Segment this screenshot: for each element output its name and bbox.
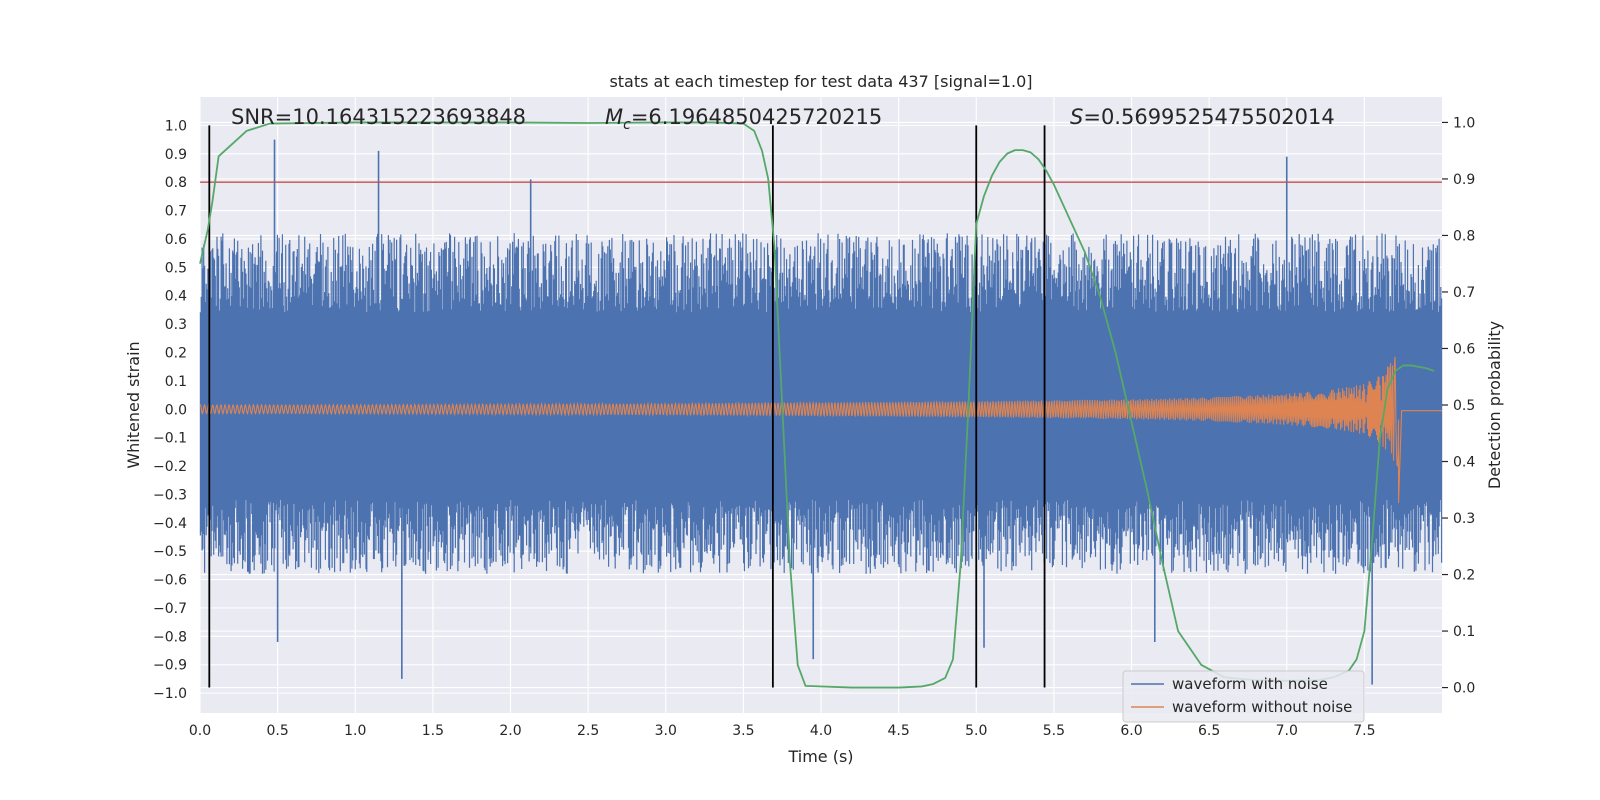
s-statistic-symbol: S [1070, 105, 1083, 129]
x-axis-ticks: 0.0 0.5 1.0 1.5 2.0 2.5 3.0 3.5 4.0 4.5 5.0 5.5 6.0 6… [189, 723, 1376, 739]
x-tick-label: 7.5 [1353, 723, 1375, 739]
right-y-tick-label: 0.6 [1453, 341, 1475, 357]
x-tick-label: 1.5 [422, 723, 444, 739]
right-y-axis-label: Detection probability [1485, 321, 1504, 489]
right-y-tick-label: 0.5 [1453, 398, 1475, 414]
right-y-tick-label: 0.9 [1453, 172, 1475, 188]
x-tick-label: 3.5 [732, 723, 754, 739]
left-y-tick-label: −0.3 [153, 487, 187, 503]
s-statistic-value: =0.5699525475502014 [1083, 105, 1334, 129]
right-y-tick-label: 0.2 [1453, 568, 1475, 584]
left-y-tick-label: 0.0 [165, 402, 187, 418]
left-y-tick-label: −0.8 [153, 629, 187, 645]
right-y-tick-label: 0.3 [1453, 511, 1475, 527]
chart-title: stats at each timestep for test data 437… [609, 72, 1032, 91]
x-tick-label: 4.5 [887, 723, 909, 739]
left-y-tick-label: 0.6 [165, 232, 187, 248]
left-y-tick-label: −0.4 [153, 516, 187, 532]
left-y-tick-label: −0.1 [153, 431, 187, 447]
x-tick-label: 7.0 [1276, 723, 1298, 739]
x-tick-label: 2.0 [499, 723, 521, 739]
s-statistic-annotation: S=0.5699525475502014 [1070, 105, 1335, 129]
legend-label-clean: waveform without noise [1172, 698, 1352, 716]
legend-box [1122, 670, 1365, 723]
right-y-tick-label: 0.1 [1453, 624, 1475, 640]
clean-waveform-series [199, 356, 1442, 503]
left-y-tick-label: −1.0 [153, 686, 187, 702]
left-y-tick-label: −0.6 [153, 573, 187, 589]
legend: waveform with noise waveform without noi… [1122, 670, 1365, 723]
right-y-tick-label: 0.4 [1453, 455, 1475, 471]
left-y-tick-label: 0.5 [165, 260, 187, 276]
chirp-mass-value: =6.1964850425720215 [631, 105, 882, 129]
left-y-tick-label: 0.8 [165, 175, 187, 191]
left-y-tick-label: 0.3 [165, 317, 187, 333]
x-tick-label: 6.5 [1198, 723, 1220, 739]
left-y-tick-label: 0.9 [165, 147, 187, 163]
x-tick-label: 1.0 [344, 723, 366, 739]
right-y-axis-ticks: 1.0 0.9 0.8 0.7 0.6 0.5 0.4 0.3 0.2 0.1 0.0 [1442, 115, 1475, 697]
x-tick-label: 5.5 [1043, 723, 1065, 739]
clean-waveform-line [199, 356, 1442, 503]
chirp-mass-subscript: c [623, 117, 631, 133]
x-tick-label: 4.0 [810, 723, 832, 739]
snr-annotation: SNR=10.164315223693848 [231, 105, 526, 129]
left-y-tick-label: −0.5 [153, 544, 187, 560]
left-y-tick-label: 0.4 [165, 289, 187, 305]
left-y-tick-label: 1.0 [165, 118, 187, 134]
x-tick-label: 5.0 [965, 723, 987, 739]
left-y-tick-label: 0.1 [165, 374, 187, 390]
x-axis-label: Time (s) [787, 747, 853, 766]
legend-label-noise: waveform with noise [1172, 675, 1328, 693]
left-y-tick-label: −0.9 [153, 658, 187, 674]
right-y-tick-label: 0.7 [1453, 285, 1475, 301]
x-tick-label: 0.0 [189, 723, 211, 739]
left-y-tick-label: −0.7 [153, 601, 187, 617]
chirp-mass-symbol: M [605, 105, 623, 129]
chirp-mass-annotation: Mc=6.1964850425720215 [605, 105, 882, 133]
right-y-tick-label: 1.0 [1453, 115, 1475, 131]
right-y-tick-label: 0.0 [1453, 681, 1475, 697]
left-y-tick-label: −0.2 [153, 459, 187, 475]
left-y-tick-label: 0.2 [165, 345, 187, 361]
left-y-axis-label: Whitened strain [124, 341, 143, 468]
x-tick-label: 3.0 [655, 723, 677, 739]
left-y-axis-ticks: 1.0 0.9 0.8 0.7 0.6 0.5 0.4 0.3 0.2 0.1 0.0 −0.1 −0.… [153, 118, 187, 702]
x-tick-label: 2.5 [577, 723, 599, 739]
x-tick-label: 6.0 [1120, 723, 1142, 739]
x-tick-label: 0.5 [266, 723, 288, 739]
right-y-tick-label: 0.8 [1453, 228, 1475, 244]
left-y-tick-label: 0.7 [165, 204, 187, 220]
